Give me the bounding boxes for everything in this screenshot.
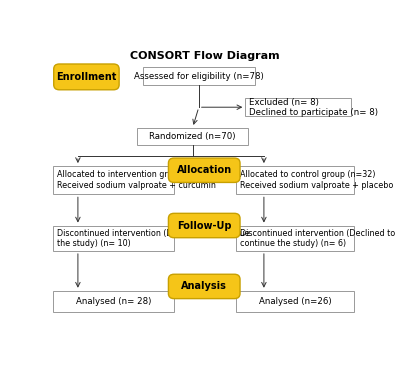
FancyBboxPatch shape [137,128,248,145]
Text: Enrollment: Enrollment [56,72,117,82]
FancyBboxPatch shape [53,166,174,194]
Text: Analysed (n=26): Analysed (n=26) [258,297,331,306]
FancyBboxPatch shape [54,64,119,90]
FancyBboxPatch shape [236,226,354,251]
FancyBboxPatch shape [53,226,174,251]
FancyBboxPatch shape [168,274,240,298]
Text: Analysed (n= 28): Analysed (n= 28) [76,297,151,306]
FancyBboxPatch shape [168,158,240,183]
Text: Randomized (n=70): Randomized (n=70) [149,132,236,141]
Text: Allocation: Allocation [177,165,232,175]
Text: Assessed for eligibility (n=78): Assessed for eligibility (n=78) [134,71,264,81]
Text: Discontinued intervention (Declined to continue
the study) (n= 10): Discontinued intervention (Declined to c… [57,229,250,248]
FancyBboxPatch shape [168,213,240,238]
Text: Discontinued intervention (Declined to
continue the study) (n= 6): Discontinued intervention (Declined to c… [240,229,395,248]
Text: Follow-Up: Follow-Up [177,220,232,230]
Text: Analysis: Analysis [181,282,227,291]
FancyBboxPatch shape [245,98,351,116]
Text: Allocated to intervention group (n= 38)
Received sodium valproate + curcumin: Allocated to intervention group (n= 38) … [57,170,216,190]
Text: Excluded (n= 8)
Declined to participate (n= 8): Excluded (n= 8) Declined to participate … [249,98,378,117]
FancyBboxPatch shape [143,67,254,85]
FancyBboxPatch shape [53,291,174,312]
FancyBboxPatch shape [236,291,354,312]
Text: Allocated to control group (n=32)
Received sodium valproate + placebo: Allocated to control group (n=32) Receiv… [240,170,393,190]
Text: CONSORT Flow Diagram: CONSORT Flow Diagram [130,51,280,61]
FancyBboxPatch shape [236,166,354,194]
